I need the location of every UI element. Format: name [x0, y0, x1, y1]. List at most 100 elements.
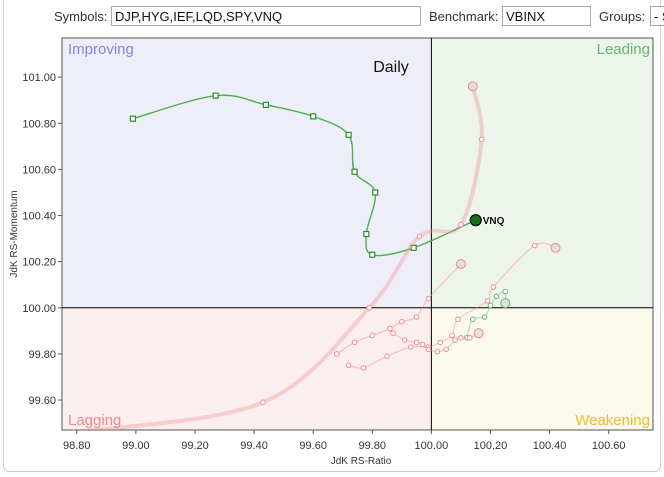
series-point-hyg — [455, 316, 461, 323]
series-djp — [390, 328, 484, 355]
series-point-vnq — [129, 115, 137, 122]
quadrant-improving — [62, 38, 432, 308]
series-point-lqd — [399, 318, 405, 325]
series-point-vnq — [351, 168, 358, 175]
series-point-hyg — [407, 344, 414, 350]
series-ief — [72, 81, 485, 430]
y-tick-label: 99.60 — [28, 395, 56, 407]
series-point-hyg — [484, 298, 491, 304]
quadrant-label-improving: Improving — [68, 41, 134, 58]
series-point-lqd — [425, 295, 432, 302]
quadrant-label-lagging: Lagging — [68, 412, 121, 429]
series-point-lqd — [334, 351, 340, 357]
series-point-djp — [390, 330, 396, 336]
series-point-hyg — [384, 353, 390, 360]
series-point-djp — [452, 337, 458, 343]
groups-select[interactable] — [650, 6, 664, 26]
quadrant-leading — [431, 38, 653, 308]
series-spy — [464, 288, 511, 341]
series-point-hyg — [345, 362, 352, 369]
x-tick-label: 99.20 — [181, 440, 209, 452]
series-point-vnq — [369, 251, 376, 258]
series-point-spy — [487, 302, 494, 309]
series-point-ief — [260, 399, 266, 406]
groups-label: Groups: — [599, 9, 646, 24]
series-point-ief — [478, 136, 485, 143]
y-tick-label: 100.80 — [22, 118, 56, 130]
series-head-vnq — [469, 214, 482, 227]
benchmark-label: Benchmark: — [429, 9, 499, 24]
y-tick-label: 101.00 — [22, 72, 56, 84]
x-tick-label: 100.40 — [533, 440, 567, 452]
y-tick-label: 100.40 — [22, 211, 56, 223]
y-tick-label: 100.60 — [22, 164, 56, 176]
series-point-ief — [416, 233, 423, 240]
series-point-ief — [72, 429, 76, 430]
x-tick-label: 100.60 — [592, 440, 626, 452]
series-head-hyg — [550, 242, 561, 253]
series-head-djp — [473, 328, 484, 339]
series-point-hyg — [437, 339, 444, 346]
x-tick-label: 100.20 — [474, 440, 508, 452]
series-point-hyg — [449, 332, 455, 339]
y-tick-label: 100.00 — [22, 303, 56, 315]
series-tail-ief — [75, 86, 484, 430]
quadrant-label-layer: Improving Leading Lagging Weakening — [68, 41, 650, 429]
series-head-ief — [467, 81, 478, 92]
quadrant-label-leading: Leading — [597, 41, 650, 58]
series-point-ief — [366, 304, 373, 311]
series-head-lqd — [455, 258, 466, 269]
series-label-vnq: VNQ — [483, 216, 505, 227]
y-tick-label: 99.80 — [28, 349, 56, 361]
series-point-djp — [443, 346, 449, 353]
symbols-label: Symbols: — [54, 9, 108, 24]
quadrant-lagging — [62, 307, 432, 430]
x-tick-label: 99.60 — [299, 440, 327, 452]
chart-title: Daily — [373, 59, 409, 76]
series-point-spy — [493, 293, 500, 300]
series-point-djp — [425, 346, 432, 353]
series-layer: VNQ — [72, 81, 561, 430]
series-point-hyg — [490, 284, 497, 290]
x-tick-label: 99.80 — [359, 440, 387, 452]
series-point-lqd — [387, 325, 393, 332]
series-point-djp — [434, 348, 441, 355]
x-tick-label: 99.00 — [122, 440, 150, 452]
series-point-djp — [466, 334, 473, 341]
quadrant-layer — [62, 38, 653, 430]
series-point-spy — [469, 316, 476, 323]
series-point-vnq — [262, 101, 269, 108]
series-point-vnq — [372, 189, 379, 196]
series-point-hyg — [360, 364, 367, 371]
series-point-vnq — [363, 230, 370, 238]
x-axis-title: JdK RS-Ratio — [331, 456, 392, 467]
quadrant-weakening — [431, 307, 653, 430]
x-tick-label: 98.80 — [63, 440, 91, 452]
series-point-lqd — [351, 339, 358, 346]
series-point-vnq — [310, 113, 317, 120]
series-point-vnq — [345, 131, 352, 138]
series-point-vnq — [212, 92, 219, 99]
series-point-djp — [401, 337, 408, 343]
x-tick-label: 99.40 — [240, 440, 268, 452]
symbols-input[interactable] — [111, 6, 421, 26]
axis-layer: 98.80 99.00 99.20 99.40 99.60 99.80 100.00 100.… — [22, 37, 654, 452]
series-hyg — [345, 242, 561, 371]
series-point-ief — [458, 221, 464, 228]
series-point-hyg — [532, 242, 538, 249]
series-point-spy — [502, 288, 509, 295]
series-lqd — [334, 258, 466, 357]
series-point-djp — [419, 341, 426, 348]
series-point-djp — [413, 339, 420, 346]
series-head-spy — [500, 298, 511, 309]
series-point-lqd — [369, 332, 376, 339]
plot-border — [61, 37, 654, 431]
series-point-spy — [481, 314, 488, 320]
quadrant-label-weakening: Weakening — [575, 412, 650, 429]
x-tick-label: 100.00 — [415, 440, 449, 452]
y-axis-title: JdK RS-Momentum — [9, 190, 20, 277]
toolbar: Symbols: Benchmark: Groups: — [0, 0, 664, 34]
benchmark-input[interactable] — [502, 6, 591, 26]
series-vnq — [129, 92, 482, 258]
